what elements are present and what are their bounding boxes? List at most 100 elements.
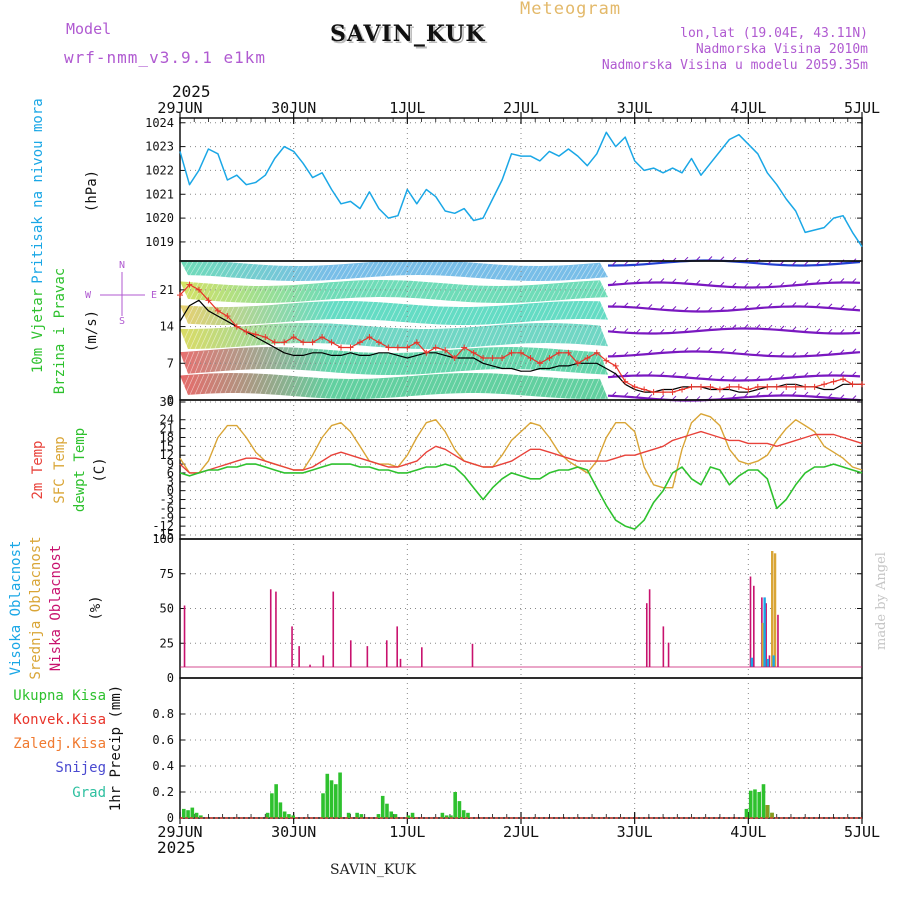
clouds-ytick-label: 100: [152, 532, 174, 546]
wind-barb: [354, 280, 365, 298]
wind-barb: [309, 377, 320, 398]
wind-barb: [349, 263, 360, 279]
wind-barb: [254, 373, 265, 394]
precipitation-ytick-label: 0.8: [152, 707, 174, 721]
wind-barb-tick: [827, 278, 833, 284]
wind-barb-tick: [803, 261, 809, 266]
wind-barb: [249, 373, 260, 394]
wind-barb: [524, 303, 535, 322]
wind-barb: [204, 328, 215, 349]
wind-barb-tick: [707, 325, 713, 331]
wind-barb: [339, 323, 350, 345]
wind-barb-tick: [611, 280, 617, 286]
wind-barb: [509, 265, 520, 281]
wind-barb-tick: [767, 351, 773, 357]
wind-barb: [549, 283, 560, 301]
wind-arrow-row: [607, 350, 861, 358]
wind-barb-tick: [815, 279, 821, 284]
wind-barb: [464, 327, 475, 348]
wind-barb: [379, 302, 390, 321]
wind-barb: [444, 373, 455, 394]
precip-bar: [291, 815, 295, 818]
wind-barb-tick: [731, 394, 737, 399]
wind-barb: [309, 322, 320, 344]
wind-barb-tick: [791, 261, 797, 266]
wind-barb-tick: [839, 394, 845, 400]
wind-barb: [374, 378, 385, 399]
wind-barb: [309, 265, 320, 282]
wind-barb: [269, 346, 280, 370]
wind-barb: [474, 262, 485, 278]
wind-barb: [569, 323, 580, 344]
wind-barb: [344, 378, 355, 400]
wind-barb: [334, 378, 345, 399]
wind-barb: [224, 284, 235, 302]
wind-barb: [209, 260, 220, 277]
wind-ylabel: 10m Vjetar: [30, 289, 46, 373]
wind-barb: [259, 285, 270, 304]
wind-barb: [444, 328, 455, 349]
wind-barb: [504, 264, 515, 281]
wind-barb: [499, 285, 510, 304]
wind-barb: [534, 284, 545, 302]
wind-barb: [529, 347, 540, 370]
precip-bar: [278, 802, 283, 818]
wind-barb-tick: [791, 326, 797, 332]
wind-barb: [499, 264, 510, 280]
wind-barb: [264, 305, 275, 324]
wind-barb: [284, 303, 295, 323]
precip-bar: [757, 792, 762, 818]
cloud-bar: [385, 640, 388, 667]
pressure-ytick-label: 1019: [145, 235, 174, 249]
wind-barb-tick: [767, 375, 773, 380]
precip-bar: [359, 814, 364, 818]
temperature-ytick-label: -3: [160, 493, 174, 507]
cloud-bar: [396, 626, 398, 667]
wind-barb: [454, 283, 465, 302]
wind-barb-tick: [779, 282, 785, 287]
wind-barb: [374, 261, 385, 277]
precip-bar: [744, 808, 749, 818]
wind-barb: [259, 346, 270, 370]
wind-barb: [294, 376, 305, 397]
clouds-ytick-label: 50: [160, 602, 174, 616]
wind-barb: [284, 375, 295, 396]
wind-barb: [289, 375, 300, 396]
wind-barb: [429, 374, 440, 395]
wind-barb-tick: [755, 324, 761, 330]
clouds-ytick-label: 75: [160, 567, 174, 581]
wind-barb: [374, 301, 385, 321]
cloud-bar: [269, 589, 272, 667]
wind-arrow-row: [607, 305, 861, 313]
wind-barb: [404, 259, 415, 276]
wind-barb: [479, 347, 490, 370]
wind-barb: [459, 261, 470, 277]
wind-barb: [584, 280, 595, 299]
wind-barb: [364, 352, 375, 375]
wind-barb: [384, 377, 395, 399]
wind-barb: [554, 283, 565, 301]
precipitation-ytick-label: 0.6: [152, 733, 174, 747]
wind-barb: [419, 351, 430, 375]
wind-barb: [469, 306, 480, 326]
wind-ytick-label: 0: [167, 393, 174, 407]
wind-barb: [514, 374, 525, 395]
wind-barb: [604, 325, 615, 347]
wind-barb-tick: [815, 371, 821, 377]
cloud-unit: (%): [88, 595, 104, 620]
temperature-grid: [180, 400, 862, 539]
wind-unit: (m/s): [84, 310, 100, 352]
wind-barb-tick: [623, 279, 629, 285]
wind-barb: [554, 377, 565, 398]
wind-barb: [474, 347, 485, 371]
pressure-ylabel: Pritisak na nivou mora: [30, 98, 46, 283]
cloud-bar: [763, 597, 766, 667]
precip-bar: [444, 815, 449, 818]
wind-barb: [279, 285, 290, 303]
wind-barb: [459, 284, 470, 302]
wind-barb: [514, 346, 525, 370]
wind-barb: [509, 324, 520, 345]
wind-barb: [434, 306, 445, 325]
precip-bar: [410, 812, 415, 818]
wind-barb: [519, 323, 530, 344]
